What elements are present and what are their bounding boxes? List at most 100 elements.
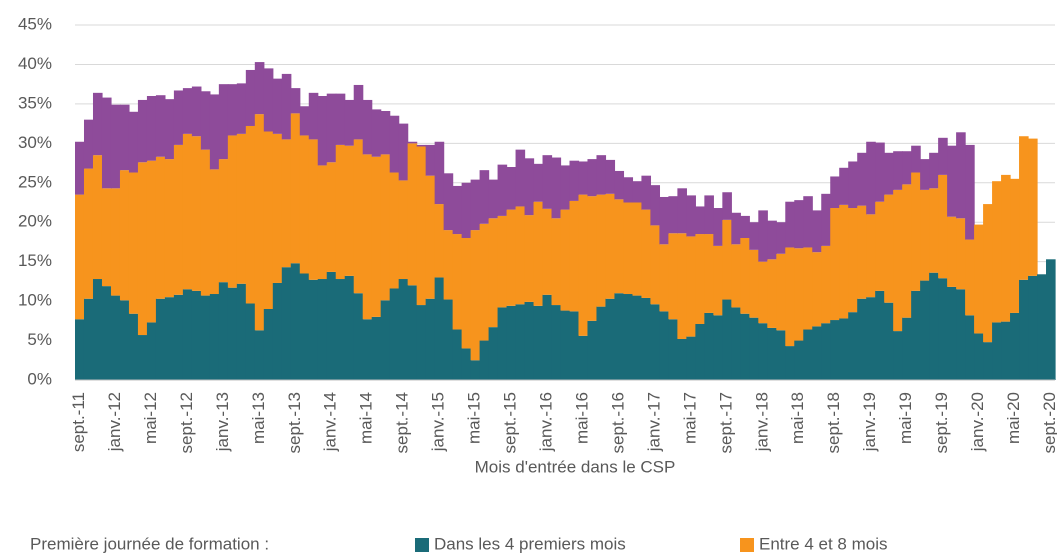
bar-segment xyxy=(992,322,1002,380)
bar-segment xyxy=(308,139,319,280)
x-tick-label: mai-12 xyxy=(141,392,160,444)
bar-segment xyxy=(965,144,975,240)
bar-segment xyxy=(776,330,786,380)
bar-segment xyxy=(389,115,400,173)
legend-swatch xyxy=(740,538,754,552)
bar-segment xyxy=(173,294,184,380)
bar-segment xyxy=(344,275,355,380)
bar-segment xyxy=(1019,136,1029,280)
bar-segment xyxy=(632,181,643,203)
bar-segment xyxy=(434,204,445,278)
bar-segment xyxy=(299,135,310,274)
bar-segment xyxy=(344,145,355,276)
y-tick-label: 40% xyxy=(18,54,52,73)
bar-segment xyxy=(75,141,85,195)
bar-segment xyxy=(542,208,553,295)
bar-segment xyxy=(776,253,786,331)
bar-segment xyxy=(920,280,930,380)
bar-segment xyxy=(488,218,499,328)
bar-segment xyxy=(677,188,687,234)
bar-segment xyxy=(128,313,139,380)
bar-segment xyxy=(461,348,472,380)
bar-segment xyxy=(173,90,184,145)
x-tick-label: sept.-13 xyxy=(285,392,304,453)
bar-segment xyxy=(218,159,229,283)
bar-segment xyxy=(578,161,589,195)
bar-segment xyxy=(614,170,625,200)
bar-segment xyxy=(227,287,238,380)
bar-segment xyxy=(362,319,373,380)
bar-segment xyxy=(272,282,283,380)
bar-segment xyxy=(857,152,867,206)
bar-segment xyxy=(425,298,436,380)
bar-segment xyxy=(650,225,661,305)
bar-segment xyxy=(578,194,589,336)
bar-segment xyxy=(488,327,499,380)
bar-segment xyxy=(794,200,804,249)
bar-segment xyxy=(101,188,112,287)
bar-segment xyxy=(308,279,319,380)
bar-segment xyxy=(209,94,220,170)
bar-segment xyxy=(83,119,94,169)
bar-segment xyxy=(416,144,427,147)
bar-segment xyxy=(776,222,786,254)
bar-segment xyxy=(587,320,598,380)
bar-segment xyxy=(200,295,211,380)
bar-segment xyxy=(659,244,669,312)
bar-segment xyxy=(929,188,939,273)
bar-segment xyxy=(353,139,364,294)
bar-segment xyxy=(731,307,741,380)
bar-segment xyxy=(614,199,625,294)
bar-segment xyxy=(650,185,661,226)
bar-segment xyxy=(75,194,85,320)
bar-segment xyxy=(344,99,355,146)
bar-segment xyxy=(893,189,903,332)
bar-segment xyxy=(596,306,607,380)
bar-segment xyxy=(560,209,571,311)
bar-segment xyxy=(839,204,849,319)
x-axis-label: Mois d'entrée dans le CSP xyxy=(475,457,676,476)
bar-segment xyxy=(137,335,148,380)
bar-segment xyxy=(560,310,571,380)
bar-segment xyxy=(821,323,831,380)
x-tick-label: mai-20 xyxy=(1004,392,1023,444)
bar-segment xyxy=(326,93,337,163)
bar-segment xyxy=(299,273,310,380)
bar-segment xyxy=(965,239,975,316)
bar-segment xyxy=(128,111,139,173)
bar-segment xyxy=(1001,321,1011,380)
x-tick-label: sept.-11 xyxy=(69,392,88,452)
x-tick-label: sept.-18 xyxy=(824,392,843,453)
bar-segment xyxy=(281,139,292,268)
bar-segment xyxy=(362,154,373,320)
bar-segment xyxy=(506,209,517,306)
bar-segment xyxy=(659,196,669,245)
bar-segment xyxy=(785,346,795,380)
bar-segment xyxy=(1046,259,1056,380)
x-tick-label: janv.-18 xyxy=(752,392,771,452)
bar-segment xyxy=(425,175,436,299)
bar-segment xyxy=(479,223,490,341)
bar-segment xyxy=(866,297,876,380)
bar-segment xyxy=(92,279,103,380)
bar-segment xyxy=(686,336,696,380)
bar-segment xyxy=(992,181,1002,323)
bar-segment xyxy=(1010,178,1020,313)
x-tick-label: mai-17 xyxy=(680,392,699,444)
y-tick-label: 10% xyxy=(18,291,52,310)
bar-segment xyxy=(398,279,409,380)
bar-segment xyxy=(164,159,175,298)
bar-segment xyxy=(524,301,535,380)
bar-segment xyxy=(1001,174,1011,322)
bar-segment xyxy=(767,220,777,260)
bar-segment xyxy=(83,168,94,299)
bar-segment xyxy=(281,73,292,140)
bar-segment xyxy=(740,313,750,380)
bar-segment xyxy=(866,214,876,298)
bar-segment xyxy=(902,317,912,380)
bar-segment xyxy=(569,200,580,312)
bar-segment xyxy=(884,194,894,303)
bar-segment xyxy=(1028,275,1038,380)
bar-segment xyxy=(326,271,337,380)
bar-segment xyxy=(434,277,445,380)
